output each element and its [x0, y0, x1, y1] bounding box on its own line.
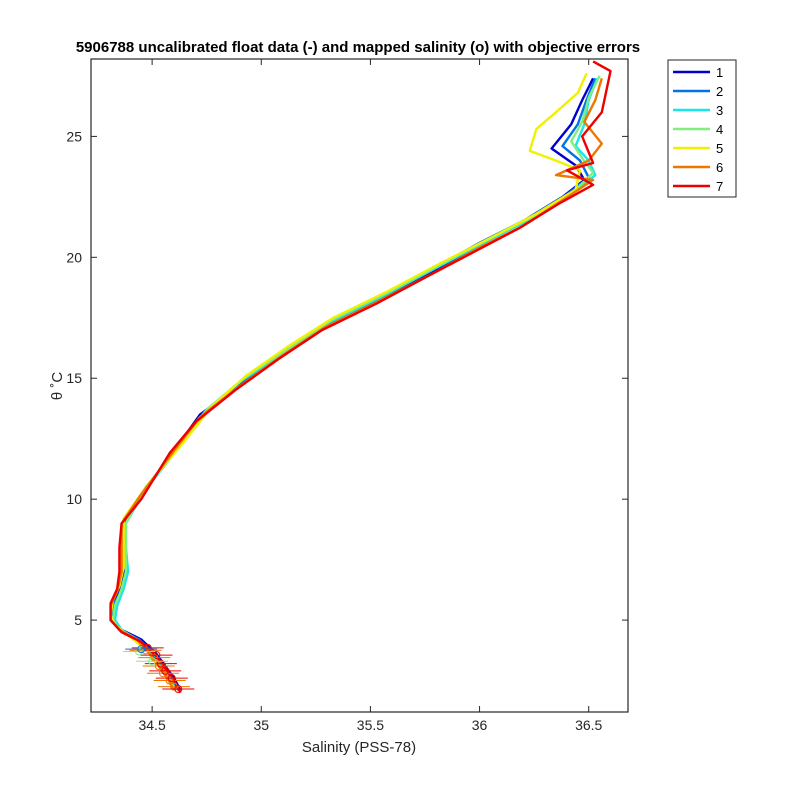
y-tick-label: 20: [66, 249, 82, 265]
mapped-marker-7-4: [167, 674, 176, 683]
mapped-marker-6-4: [165, 676, 174, 685]
y-axis-label: θ ˚C: [49, 372, 66, 401]
legend-label-4: 4: [716, 122, 723, 137]
mapped-marker-6-2: [154, 662, 163, 671]
legend-label-7: 7: [716, 179, 723, 194]
plot-area: [109, 60, 612, 694]
mapped-marker-7-2: [156, 659, 165, 668]
mapped-marker-7-3: [161, 666, 170, 675]
chart-title: 5906788 uncalibrated float data (-) and …: [76, 39, 640, 56]
legend-label-1: 1: [716, 65, 723, 80]
series-line-3: [113, 77, 599, 691]
x-axis-label: Salinity (PSS-78): [302, 739, 416, 756]
mapped-marker-4-1: [148, 657, 157, 666]
x-tick-label: 35: [253, 717, 269, 733]
axis-ticks: 34.5 35 35.5 36 36.5 5 10 15 20 25: [66, 59, 628, 733]
series-line-7: [109, 60, 612, 694]
mapped-marker-7-5: [174, 685, 183, 694]
plot-frame: [90, 58, 629, 713]
legend-label-2: 2: [716, 84, 723, 99]
series-line-5: [109, 73, 588, 689]
x-tick-label: 36: [472, 717, 488, 733]
y-tick-label: 25: [66, 128, 82, 144]
legend-label-3: 3: [716, 103, 723, 118]
mapped-marker-7-1: [152, 651, 161, 660]
mapped-marker-4-0: [135, 647, 144, 656]
y-tick-label: 15: [66, 370, 82, 386]
mapped-marker-6-3: [159, 669, 168, 678]
x-tick-label: 35.5: [357, 717, 384, 733]
series-line-6: [109, 77, 603, 691]
mapped-marker-6-5: [169, 682, 178, 691]
y-tick-label: 5: [74, 612, 82, 628]
legend: 1 2 3 4 5 6 7: [667, 59, 737, 198]
series-line-1: [111, 77, 595, 691]
legend-label-5: 5: [716, 141, 723, 156]
series-line-4: [111, 75, 601, 691]
y-tick-label: 10: [66, 491, 82, 507]
mapped-marker-2-0: [137, 645, 146, 654]
x-tick-label: 36.5: [575, 717, 602, 733]
legend-label-6: 6: [716, 160, 723, 175]
x-tick-label: 34.5: [138, 717, 165, 733]
series-line-2: [109, 77, 597, 691]
